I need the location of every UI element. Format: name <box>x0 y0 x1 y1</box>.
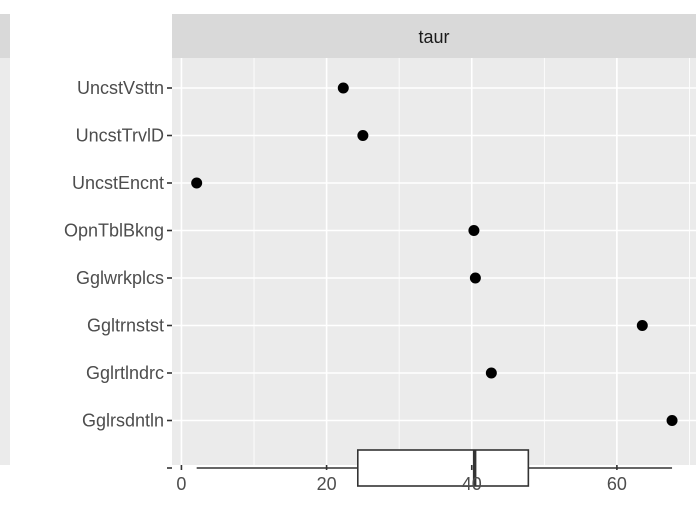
facet-strip-label: taur <box>418 27 449 47</box>
data-point <box>485 367 497 379</box>
x-tick-label: 40 <box>462 474 482 494</box>
plot-panel <box>172 58 696 465</box>
x-axis: 0 20 40 60 <box>176 465 627 494</box>
y-tick-label: OpnTblBkng <box>64 221 164 241</box>
data-point <box>191 177 203 189</box>
y-tick-label: Gglrsdntln <box>82 411 164 431</box>
data-point <box>666 415 678 426</box>
y-tick-label: UncstEncnt <box>72 173 164 193</box>
data-point <box>468 225 480 236</box>
data-point <box>469 272 481 284</box>
major-gridlines <box>172 58 696 465</box>
data-points <box>191 82 678 426</box>
x-tick-label: 60 <box>607 474 627 494</box>
data-point <box>357 130 369 141</box>
data-point <box>636 320 648 331</box>
x-tick-label: 20 <box>317 474 337 494</box>
y-axis: UncstVsttn UncstTrvlD UncstEncnt OpnTblBkng… <box>64 78 172 469</box>
left-facet-strip <box>0 14 10 58</box>
boxplot <box>196 449 673 487</box>
x-tick-label: 0 <box>176 474 186 494</box>
facet-strip <box>172 14 696 58</box>
y-tick-label: Gglrtlndrc <box>86 363 164 383</box>
data-point <box>337 82 349 94</box>
y-tick-label: Gglwrkplcs <box>76 268 164 288</box>
y-tick-label: Ggltrnstst <box>87 316 164 336</box>
y-tick-label: UncstTrvlD <box>76 126 164 146</box>
left-facet-panel <box>0 58 10 465</box>
y-tick-label: UncstVsttn <box>77 78 164 98</box>
minor-gridlines <box>253 58 690 465</box>
boxplot-box <box>356 449 530 487</box>
